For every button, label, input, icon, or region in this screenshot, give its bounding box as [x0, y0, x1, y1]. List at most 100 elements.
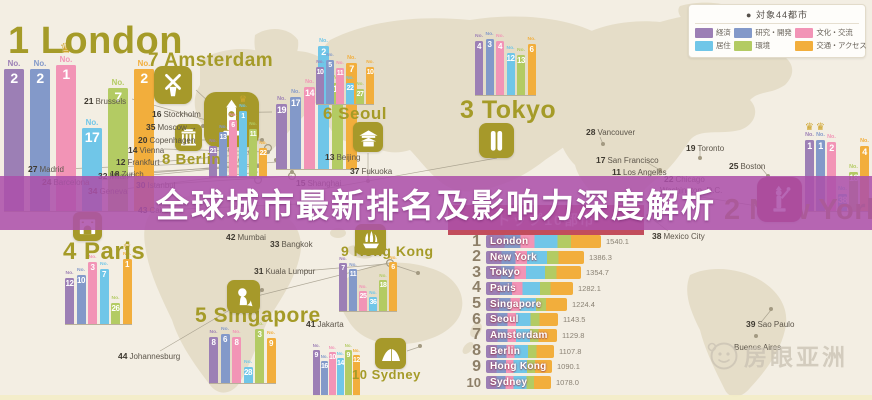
map-label-madrid: 27 Madrid	[28, 164, 64, 174]
top10-row: 4 Paris 1282.1	[452, 279, 601, 296]
bar-no-label: No.	[352, 348, 360, 354]
headline-title: 全球城市最新排名及影响力深度解析	[156, 187, 716, 224]
bar-no-label: No.	[111, 77, 125, 87]
top10-rank: 1	[472, 232, 481, 250]
bar-no-label: No.	[827, 134, 836, 141]
map-label-rank: 19	[686, 143, 696, 153]
bar-rank-value: 8	[211, 338, 216, 347]
map-label-los-angeles: 11 Los Angeles	[612, 167, 667, 177]
legend-item: 環境	[734, 40, 791, 51]
bar-rank-value: 9	[269, 339, 273, 348]
bar-rank-value: 28	[244, 368, 252, 377]
legend-box: ● 対象44都市 経済 研究・開発 文化・交流 居住 環境 交通・アクセス	[688, 4, 867, 58]
bar-rank-value: 3	[257, 330, 262, 339]
bar-no-label: No.	[88, 254, 97, 260]
bar-no-label: No.	[346, 75, 354, 81]
map-label-rank: 42	[226, 232, 236, 242]
top10-rank: 3	[472, 263, 481, 281]
top10-city-name: Sydney	[490, 376, 528, 388]
category-bar: No. 9	[313, 343, 320, 395]
bar-rank-value: 4	[477, 42, 481, 51]
bar-no-label: No.	[219, 124, 227, 130]
bar-rank-value: 6	[223, 335, 227, 344]
top10-city-name: Paris	[490, 282, 516, 294]
bar-no-label: No.	[805, 132, 814, 139]
map-label-rank: 12	[116, 157, 126, 167]
bottom-strip	[0, 395, 872, 400]
bar-no-label: No.	[349, 262, 357, 268]
bar-no-label: No.	[33, 58, 47, 68]
windmill-icon	[154, 66, 192, 104]
map-label-sao-paulo: 39 Sao Paulo	[746, 319, 795, 329]
bar-rank-value: 10	[316, 69, 324, 76]
bar-no-label: No.	[312, 343, 320, 349]
bar-rank-value: 6	[391, 264, 395, 271]
top10-rank: 9	[472, 357, 481, 375]
map-label-rank: 27	[28, 164, 38, 174]
bar-no-label: No.	[277, 96, 286, 103]
category-bar: No. 21	[209, 139, 217, 177]
bar-no-label: No.	[320, 354, 328, 360]
city-chart-title: 8 Berlin	[162, 151, 222, 168]
map-label-buenos-aires: Buenos Aires	[734, 343, 782, 352]
bar-rank-value: 1	[241, 113, 245, 120]
category-bar: No. 12	[65, 271, 74, 324]
top10-rank: 2	[472, 248, 481, 266]
top10-row: 8 Berlin 1107.8	[452, 342, 581, 360]
city-chart-tokyo: No. 4 No. 3 No. 4 No. 12 No. 13 No. 6	[475, 32, 536, 96]
map-label-rank: 16	[152, 109, 162, 119]
top10-score-value: 1386.3	[589, 252, 612, 262]
category-bar: No. 10	[316, 60, 324, 104]
bar-rank-value: 1	[818, 141, 823, 151]
bar-no-label: No.	[506, 45, 515, 51]
top10-city-name: Amsterdam	[490, 329, 548, 341]
headline-banner: 全球城市最新排名及影响力深度解析	[0, 176, 872, 230]
top10-row: 2 New York 1386.3	[452, 248, 612, 266]
bar-no-label: No.	[123, 251, 131, 257]
map-label-zurich: 18 Zurich	[110, 169, 144, 179]
category-bar: ♛ No. 1	[56, 41, 76, 211]
category-bar: No. 2	[318, 38, 329, 169]
legend-swatch	[695, 27, 713, 38]
bar-rank-value: 12	[65, 279, 74, 288]
top10-rank: 8	[472, 342, 481, 360]
bar-rank-value: 11	[336, 70, 344, 77]
bar-no-label: No.	[291, 89, 300, 96]
top10-row: 7 Amsterdam 1129.8	[452, 326, 584, 343]
bar-no-label: No.	[249, 121, 257, 127]
top10-row: 10 Sydney 1078.0	[452, 375, 579, 390]
map-label-vienna: 14 Vienna	[128, 145, 165, 155]
category-bar: No. 22	[259, 141, 267, 177]
category-bar: No. 18	[379, 273, 387, 311]
legend-label: 環境	[755, 41, 770, 50]
category-bar: No. 14	[304, 79, 315, 169]
legend-item: 経済	[695, 27, 731, 38]
bar-rank-value: 7	[349, 64, 354, 74]
map-label-copenhagen: 20 Copenhagen	[138, 135, 196, 145]
bar-rank-value: 6	[231, 122, 235, 129]
bar-rank-value: 4	[862, 147, 867, 157]
top10-row: 6 Seoul 1143.5	[452, 311, 585, 328]
category-bar: No. 8	[209, 330, 218, 383]
city-chart-hong-kong: No. 7 No. 11 No. 25 No. 36 No. 18 No. 6	[339, 255, 397, 312]
bar-rank-value: 6	[529, 45, 534, 54]
watermark-text: 房眼亚洲	[744, 344, 848, 370]
bar-no-label: No.	[344, 343, 352, 349]
bar-rank-value: 10	[77, 276, 85, 285]
bar-no-label: No.	[209, 138, 217, 144]
category-bar: No. 27	[356, 82, 364, 104]
bar-rank-value: 13	[219, 134, 227, 141]
bar-no-label: No.	[239, 103, 247, 109]
city-chart-title: 4 Paris	[63, 238, 146, 265]
map-label-rank: 39	[746, 319, 756, 329]
crown-icon: ♛	[238, 94, 248, 105]
legend-item: 居住	[695, 40, 731, 51]
legend-item: 交通・アクセス	[795, 40, 867, 51]
category-bar: No. 9	[345, 343, 352, 395]
category-bar: No. 2	[30, 59, 50, 211]
bar-no-label: No.	[305, 79, 314, 86]
category-bar: No. 11	[336, 61, 344, 104]
bar-no-label: No.	[366, 59, 374, 65]
bar-rank-value: 27	[356, 91, 364, 98]
